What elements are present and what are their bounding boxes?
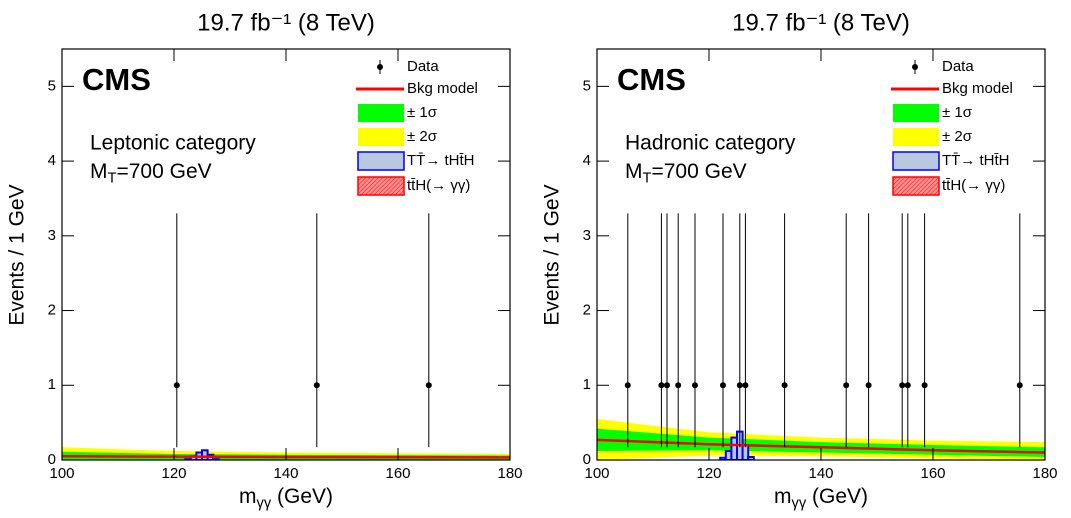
legend-label: Bkg model [407, 80, 478, 97]
data-point [1016, 382, 1023, 389]
data-point [742, 382, 749, 389]
legend-label: Data [407, 58, 439, 75]
y-tick-label: 5 [48, 77, 56, 94]
experiment-label: CMS [82, 62, 151, 97]
y-tick-label: 0 [583, 451, 591, 468]
x-tick-label: 120 [161, 465, 186, 482]
y-tick-label: 3 [583, 227, 591, 244]
category-label: Leptonic category [90, 132, 256, 155]
data-point [899, 382, 906, 389]
legend-label: ± 1σ [407, 104, 438, 121]
legend-marker [892, 176, 940, 196]
mass-label-tail: =700 GeV [116, 160, 211, 183]
x-axis-label: mγγ (GeV) [239, 485, 333, 512]
legend-marker [358, 104, 404, 122]
y-axis-label: Events / 1 GeV [6, 184, 29, 325]
x-tick-label: 100 [584, 465, 609, 482]
x-axis-label-sub: γγ [256, 495, 271, 511]
x-axis-label-tail: (GeV) [271, 485, 333, 508]
data-point [904, 382, 911, 389]
x-tick-label: 160 [920, 465, 945, 482]
x-axis-label-main: m [774, 485, 792, 508]
legend-marker [358, 128, 404, 146]
legend-marker [912, 64, 918, 70]
legend-marker [892, 151, 940, 171]
x-tick-label: 180 [497, 465, 522, 482]
x-tick-label: 140 [273, 465, 298, 482]
data-point [720, 382, 726, 389]
legend-label: ± 1σ [942, 104, 973, 121]
data-point [921, 382, 928, 389]
fit-line [597, 438, 1045, 454]
mass-label: MT=700 GeV [90, 160, 212, 187]
x-axis-label-main: m [239, 485, 257, 508]
x-axis-label-sub: γγ [791, 495, 806, 511]
legend-label: tt̄H(→ γγ) [942, 177, 1005, 194]
mass-label-main: M [625, 160, 643, 183]
data-point [664, 382, 670, 389]
legend-label: Data [942, 58, 974, 75]
y-axis-label: Events / 1 GeV [541, 184, 564, 325]
chart-title: 19.7 fb⁻¹ (8 TeV) [732, 9, 910, 36]
chart-title: 19.7 fb⁻¹ (8 TeV) [197, 9, 375, 36]
legend-label: ± 2σ [942, 128, 973, 145]
y-tick-label: 2 [583, 302, 591, 319]
x-axis-label: mγγ (GeV) [774, 485, 868, 512]
y-tick-label: 4 [48, 152, 56, 169]
legend-marker [357, 176, 405, 196]
data-point [658, 382, 665, 389]
mass-label-sub: T [643, 170, 652, 186]
y-tick-label: 4 [583, 152, 591, 169]
axes-frame [61, 48, 511, 461]
data-point [736, 382, 743, 389]
mass-label-tail: =700 GeV [651, 160, 746, 183]
y-tick-label: 3 [48, 227, 56, 244]
legend-label: TT̄→ tHt̄H [942, 152, 1010, 169]
y-tick-label: 0 [48, 451, 56, 468]
mass-label-main: M [90, 160, 108, 183]
data-point [624, 382, 631, 389]
legend-marker [893, 128, 939, 146]
data-point [313, 382, 320, 389]
legend-label: tt̄H(→ γγ) [407, 177, 470, 194]
legend-marker [377, 64, 383, 70]
legend-marker [893, 104, 939, 122]
mass-label-sub: T [108, 170, 117, 186]
x-tick-label: 180 [1032, 465, 1057, 482]
data-point [781, 382, 788, 389]
y-tick-label: 1 [583, 376, 591, 393]
data-point [692, 382, 698, 389]
legend-label: ± 2σ [407, 128, 438, 145]
category-label: Hadronic category [625, 132, 796, 155]
x-tick-label: 140 [808, 465, 833, 482]
data-point [843, 382, 850, 389]
mass-label: MT=700 GeV [625, 160, 747, 187]
axes-frame [596, 48, 1046, 461]
data-point [425, 382, 432, 389]
experiment-label: CMS [617, 62, 686, 97]
x-axis-label-tail: (GeV) [806, 485, 868, 508]
x-tick-label: 160 [385, 465, 410, 482]
legend-label: TT̄→ tHt̄H [407, 152, 475, 169]
y-tick-label: 1 [48, 376, 56, 393]
data-point [173, 382, 180, 389]
y-tick-label: 5 [583, 77, 591, 94]
x-tick-label: 120 [696, 465, 721, 482]
x-tick-label: 100 [49, 465, 74, 482]
data-point [865, 382, 872, 389]
plot-area [597, 213, 1045, 460]
y-tick-label: 2 [48, 302, 56, 319]
plot-area [62, 213, 510, 460]
legend-marker [357, 151, 405, 171]
data-point [675, 382, 682, 389]
legend-label: Bkg model [942, 80, 1013, 97]
